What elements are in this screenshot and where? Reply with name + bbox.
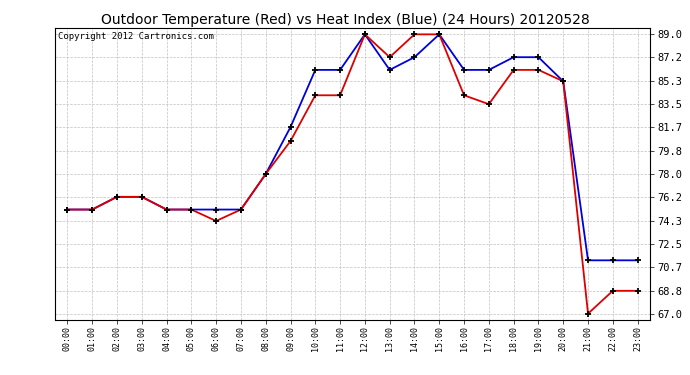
Text: Outdoor Temperature (Red) vs Heat Index (Blue) (24 Hours) 20120528: Outdoor Temperature (Red) vs Heat Index … (101, 13, 589, 27)
Text: Copyright 2012 Cartronics.com: Copyright 2012 Cartronics.com (58, 32, 214, 41)
